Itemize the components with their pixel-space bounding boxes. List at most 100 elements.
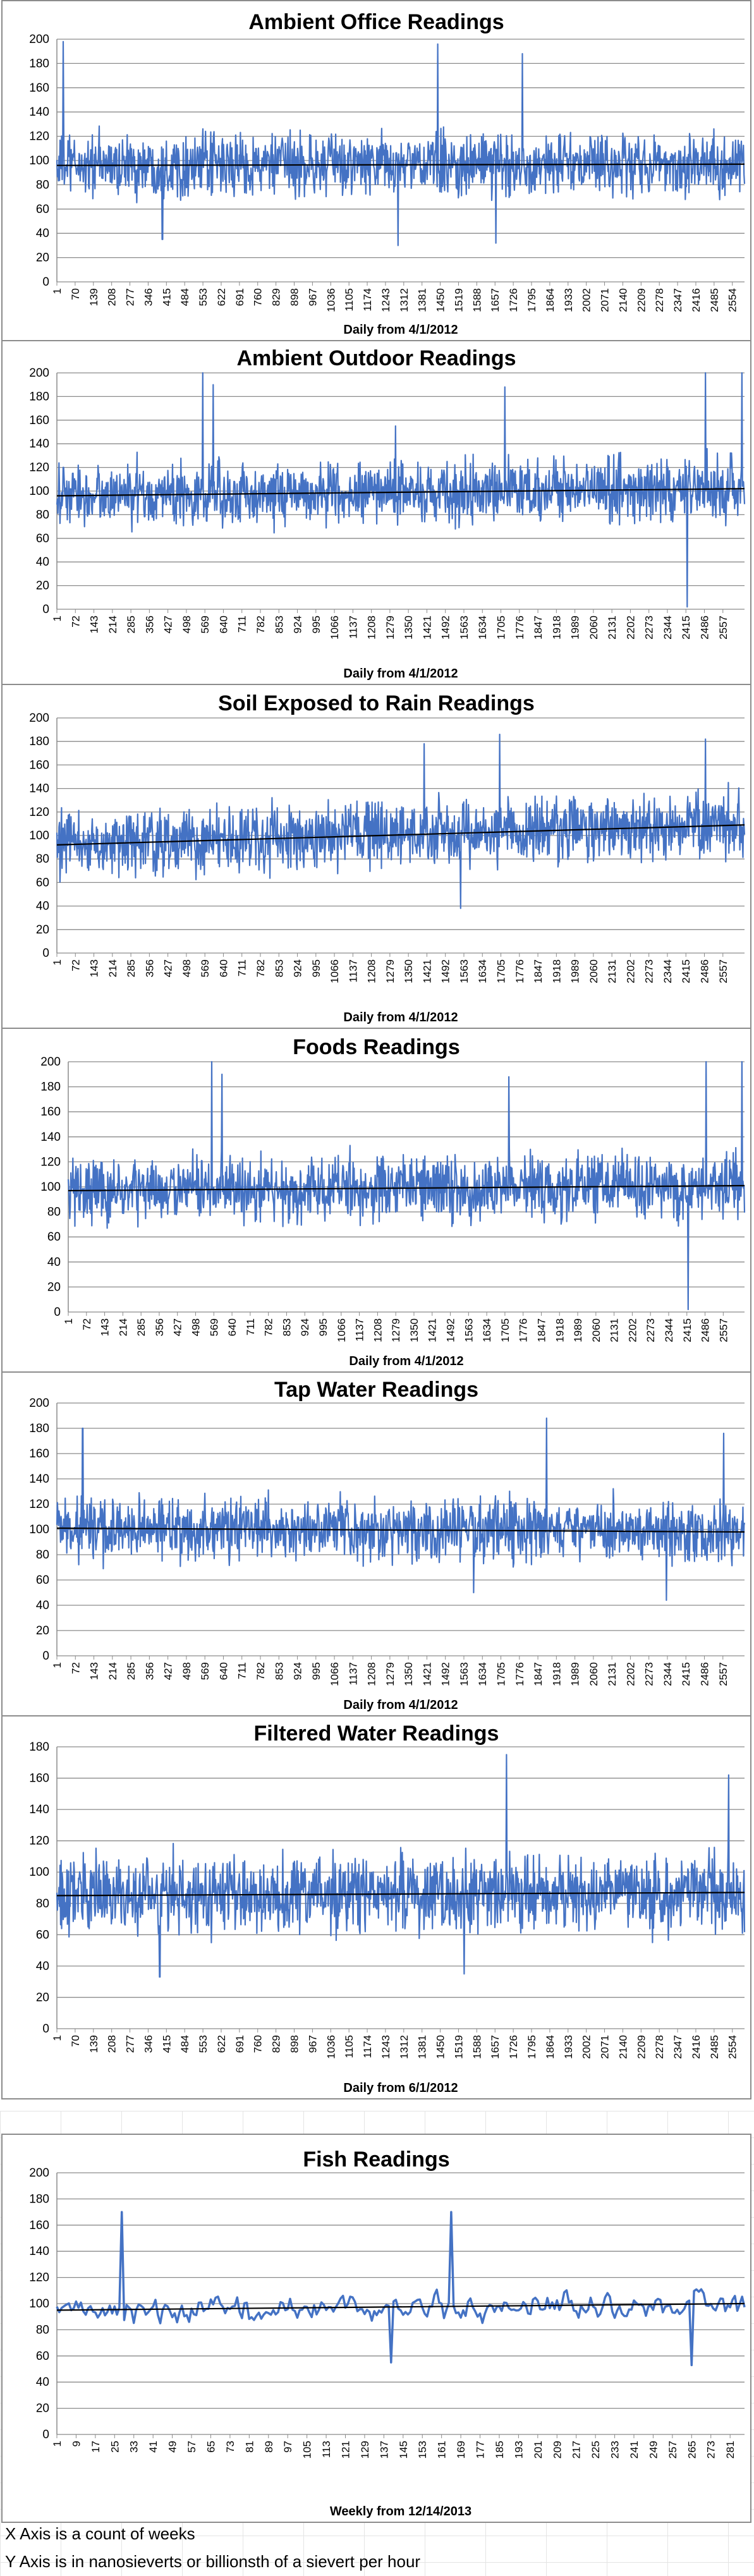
x-tick-label: 1657 xyxy=(489,2035,501,2059)
x-tick-label: 1 xyxy=(51,2035,63,2041)
x-tick-label: 484 xyxy=(179,2035,191,2053)
y-tick-label: 80 xyxy=(47,1206,61,1219)
x-tick-label: 1705 xyxy=(496,616,508,640)
trend-line xyxy=(56,1527,745,1533)
x-axis-label: Weekly from 12/14/2013 xyxy=(330,2505,471,2518)
x-axis-label: Daily from 4/1/2012 xyxy=(343,667,458,681)
y-tick-label: 0 xyxy=(42,276,49,289)
x-tick-label: 1989 xyxy=(569,1662,581,1686)
y-tick-label: 160 xyxy=(29,82,49,95)
series-line xyxy=(56,733,746,909)
x-tick-label: 209 xyxy=(551,2441,563,2458)
x-tick-label: 139 xyxy=(88,288,100,306)
x-tick-label: 640 xyxy=(226,1318,238,1336)
x-tick-label: 177 xyxy=(475,2441,487,2458)
x-tick-label: 249 xyxy=(647,2441,659,2458)
y-tick-label: 120 xyxy=(29,130,49,143)
x-tick-label: 569 xyxy=(199,959,211,977)
note-y-axis: Y Axis is in nanosieverts or billionsth … xyxy=(5,2552,421,2571)
x-tick-label: 214 xyxy=(107,959,119,977)
x-tick-label: 346 xyxy=(142,288,154,306)
x-tick-label: 1 xyxy=(51,959,63,965)
x-tick-label: 25 xyxy=(109,2441,121,2453)
x-tick-label: 2131 xyxy=(606,959,618,983)
x-tick-label: 1421 xyxy=(427,1318,439,1342)
x-tick-label: 1208 xyxy=(366,959,378,983)
x-tick-label: 1989 xyxy=(569,616,581,640)
x-tick-label: 691 xyxy=(234,2035,246,2053)
x-tick-label: 33 xyxy=(128,2441,140,2453)
x-tick-label: 2278 xyxy=(654,2035,666,2059)
y-tick-label: 180 xyxy=(29,1422,49,1435)
y-tick-label: 140 xyxy=(29,1803,49,1816)
x-tick-label: 2071 xyxy=(599,2035,611,2059)
x-tick-label: 356 xyxy=(143,959,155,977)
x-tick-label: 1634 xyxy=(477,1662,489,1686)
x-tick-label: 2131 xyxy=(606,1662,618,1686)
chart-panel-1: Ambient Office Readings 0 20 40 60 80 100 120 14… xyxy=(1,0,751,341)
y-tick-label: 20 xyxy=(36,252,49,265)
x-tick-label: 265 xyxy=(686,2441,698,2458)
x-tick-label: 1 xyxy=(51,1662,63,1668)
x-tick-label: 1 xyxy=(63,1318,75,1324)
x-tick-label: 427 xyxy=(162,1662,174,1680)
y-tick-label: 160 xyxy=(29,1772,49,1785)
x-tick-label: 498 xyxy=(190,1318,202,1336)
x-tick-label: 1588 xyxy=(471,2035,483,2059)
x-tick-label: 214 xyxy=(117,1318,129,1336)
x-tick-label: 898 xyxy=(289,288,301,306)
x-tick-label: 995 xyxy=(317,1318,329,1336)
x-tick-label: 427 xyxy=(162,616,174,633)
x-axis-label: Daily from 4/1/2012 xyxy=(343,1011,458,1024)
x-tick-label: 1036 xyxy=(325,2035,337,2059)
y-tick-label: 60 xyxy=(36,1928,49,1941)
x-tick-label: 1208 xyxy=(366,616,378,640)
x-tick-label: 214 xyxy=(107,1662,119,1680)
x-tick-label: 346 xyxy=(142,2035,154,2053)
y-tick-label: 0 xyxy=(42,2022,49,2036)
x-tick-label: 1208 xyxy=(366,1662,378,1686)
x-tick-label: 1847 xyxy=(532,616,544,640)
y-tick-label: 100 xyxy=(29,829,49,842)
y-tick-label: 140 xyxy=(29,106,49,119)
x-tick-label: 273 xyxy=(705,2441,717,2458)
x-tick-label: 569 xyxy=(199,1662,211,1680)
x-tick-label: 2202 xyxy=(626,1318,638,1342)
x-tick-label: 1492 xyxy=(440,1662,452,1686)
y-tick-label: 120 xyxy=(29,1835,49,1848)
y-tick-label: 160 xyxy=(29,414,49,427)
y-tick-label: 100 xyxy=(40,1181,61,1194)
y-tick-label: 180 xyxy=(40,1081,61,1094)
x-tick-label: 1989 xyxy=(569,959,581,983)
x-tick-label: 1066 xyxy=(336,1318,348,1342)
x-tick-label: 1776 xyxy=(514,616,526,640)
y-tick-label: 200 xyxy=(29,2166,49,2180)
x-tick-label: 72 xyxy=(70,959,82,971)
x-tick-label: 2486 xyxy=(699,959,711,983)
y-tick-label: 140 xyxy=(29,2245,49,2258)
chart-6-svg: Filtered Water Readings02040608010012014… xyxy=(29,1722,746,2095)
y-tick-label: 120 xyxy=(40,1155,61,1169)
x-tick-label: 415 xyxy=(161,288,173,306)
x-tick-label: 2415 xyxy=(680,959,692,983)
y-tick-label: 0 xyxy=(54,1306,61,1319)
x-tick-label: 1243 xyxy=(380,288,392,312)
x-tick-label: 415 xyxy=(161,2035,173,2053)
x-tick-label: 2273 xyxy=(643,1662,655,1686)
x-tick-label: 2415 xyxy=(680,1662,692,1686)
x-tick-label: 782 xyxy=(255,1662,267,1680)
x-tick-label: 2486 xyxy=(700,1318,712,1342)
y-tick-label: 40 xyxy=(36,2376,49,2389)
x-tick-label: 498 xyxy=(181,1662,193,1680)
x-axis-label: Daily from 4/1/2012 xyxy=(343,323,458,337)
y-tick-label: 20 xyxy=(36,2402,49,2415)
y-tick-label: 80 xyxy=(36,2323,49,2336)
x-tick-label: 853 xyxy=(273,616,285,633)
x-tick-label: 2416 xyxy=(690,288,702,312)
x-tick-label: 208 xyxy=(106,288,118,306)
y-tick-label: 200 xyxy=(29,33,49,46)
x-tick-label: 553 xyxy=(197,2035,209,2053)
x-tick-label: 1137 xyxy=(347,959,359,983)
x-tick-label: 1421 xyxy=(421,616,433,640)
x-tick-label: 2486 xyxy=(699,1662,711,1686)
